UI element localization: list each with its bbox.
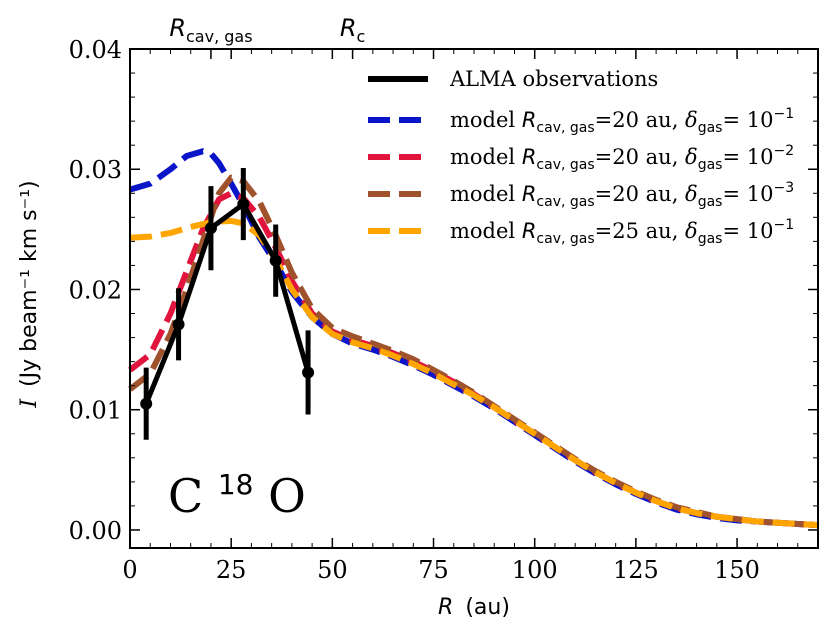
- y-axis-label-unit: (Jy beam⁻¹ km s⁻¹): [17, 180, 42, 387]
- top-markers: Rcav, gas Rc: [169, 14, 365, 59]
- x-tick-label: 50: [317, 556, 348, 584]
- x-tick-label: 100: [512, 556, 558, 584]
- top-marker-label: Rcav, gas: [169, 14, 252, 46]
- observation-point: [302, 366, 315, 379]
- x-tick-label: 125: [613, 556, 659, 584]
- molecule-annotation: C 18 O: [168, 451, 306, 523]
- y-axis-label-symbol: I: [17, 398, 42, 409]
- legend-label-1: model Rcav, gas=20 au, δgas= 10−1: [450, 106, 794, 136]
- x-tick-label: 150: [714, 556, 760, 584]
- legend-label-4: model Rcav, gas=25 au, δgas= 10−1: [450, 217, 794, 247]
- x-tick-label: 0: [122, 556, 137, 584]
- top-marker-subscript: cav, gas: [186, 27, 253, 46]
- molecule-annotation-c: C: [168, 469, 203, 523]
- legend-label-0: ALMA observations: [449, 67, 658, 91]
- observation-point: [237, 198, 250, 211]
- y-tick-label: 0.00: [69, 517, 122, 545]
- x-axis-label-symbol: R: [438, 595, 453, 620]
- x-axis-label: R (au): [438, 595, 510, 620]
- y-tick-label: 0.04: [69, 36, 122, 64]
- x-axis-label-unit: (au): [465, 595, 510, 620]
- molecule-annotation-o: O: [268, 469, 306, 523]
- top-marker-symbol: R: [340, 14, 357, 42]
- tick-layer: 0 25 50 75 100 125 150 0.00 0.01 0.02 0.03 0.04: [69, 36, 818, 584]
- series-line-3: [128, 174, 819, 529]
- y-tick-label: 0.02: [69, 276, 122, 304]
- observation-point: [204, 222, 217, 235]
- molecule-annotation-isotope: 18: [218, 468, 254, 501]
- legend: ALMA observations model Rcav, gas=20 au, …: [368, 67, 794, 247]
- y-tick-label: 0.01: [69, 397, 122, 425]
- observations-line: [143, 201, 311, 405]
- top-marker-subscript: c: [357, 27, 366, 46]
- top-marker-label: Rc: [340, 14, 365, 46]
- observations-layer: [140, 168, 315, 440]
- observation-point: [140, 397, 153, 410]
- x-tick-label: 75: [418, 556, 449, 584]
- y-axis-label: I (Jy beam⁻¹ km s⁻¹): [17, 180, 42, 408]
- x-tick-label: 25: [216, 556, 247, 584]
- observation-point: [269, 254, 282, 267]
- legend-label-3: model Rcav, gas=20 au, δgas= 10−3: [450, 180, 794, 210]
- observation-point: [172, 318, 185, 331]
- top-marker-symbol: R: [169, 14, 186, 42]
- legend-label-2: model Rcav, gas=20 au, δgas= 10−2: [450, 143, 794, 173]
- y-tick-label: 0.03: [69, 156, 122, 184]
